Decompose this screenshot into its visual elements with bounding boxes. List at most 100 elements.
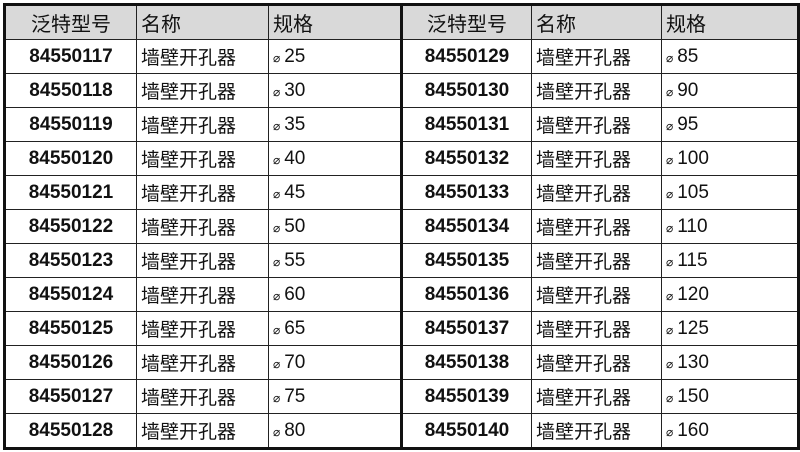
product-name: 墙壁开孔器: [531, 379, 662, 414]
diameter-icon: ⌀: [666, 50, 674, 65]
size-value: 120: [677, 283, 709, 305]
product-size: ⌀ 90: [661, 73, 799, 108]
product-name: 墙壁开孔器: [531, 277, 662, 312]
diameter-icon: ⌀: [666, 254, 674, 269]
table-row: 84550127 墙壁开孔器 ⌀ 75 84550139 墙壁开孔器 ⌀ 150: [4, 379, 799, 414]
diameter-icon: ⌀: [273, 220, 281, 235]
product-size: ⌀ 85: [661, 39, 799, 74]
product-name: 墙壁开孔器: [136, 73, 269, 108]
product-code: 84550126: [4, 345, 137, 380]
product-name: 墙壁开孔器: [136, 277, 269, 312]
table-row: 84550117 墙壁开孔器 ⌀ 25 84550129 墙壁开孔器 ⌀ 85: [4, 39, 799, 74]
product-size: ⌀ 45: [268, 175, 403, 210]
product-code: 84550119: [4, 107, 137, 142]
size-value: 70: [284, 351, 306, 373]
diameter-icon: ⌀: [273, 356, 281, 371]
table-row: 84550122 墙壁开孔器 ⌀ 50 84550134 墙壁开孔器 ⌀ 110: [4, 209, 799, 244]
header-size: 规格: [268, 4, 403, 40]
product-size: ⌀ 40: [268, 141, 403, 176]
product-code: 84550139: [401, 379, 532, 414]
product-code: 84550138: [401, 345, 532, 380]
size-value: 80: [284, 419, 306, 441]
product-code: 84550132: [401, 141, 532, 176]
size-value: 115: [677, 249, 708, 271]
diameter-icon: ⌀: [666, 186, 674, 201]
product-code: 84550125: [4, 311, 137, 346]
header-name: 名称: [531, 4, 662, 40]
product-size: ⌀ 25: [268, 39, 403, 74]
diameter-icon: ⌀: [273, 322, 281, 337]
size-value: 60: [284, 283, 306, 305]
size-value: 150: [677, 385, 709, 407]
product-name: 墙壁开孔器: [136, 141, 269, 176]
product-name: 墙壁开孔器: [136, 311, 269, 346]
table-row: 84550119 墙壁开孔器 ⌀ 35 84550131 墙壁开孔器 ⌀ 95: [4, 107, 799, 142]
product-size: ⌀ 150: [661, 379, 799, 414]
table-row: 84550124 墙壁开孔器 ⌀ 60 84550136 墙壁开孔器 ⌀ 120: [4, 277, 799, 312]
size-value: 160: [677, 419, 709, 441]
product-size: ⌀ 50: [268, 209, 403, 244]
product-name: 墙壁开孔器: [531, 39, 662, 74]
size-value: 35: [284, 113, 306, 135]
product-size: ⌀ 35: [268, 107, 403, 142]
header-code: 泛特型号: [401, 4, 532, 40]
size-value: 100: [677, 147, 709, 169]
product-size: ⌀ 100: [661, 141, 799, 176]
product-size: ⌀ 160: [661, 413, 799, 449]
diameter-icon: ⌀: [273, 390, 281, 405]
product-name: 墙壁开孔器: [136, 413, 269, 449]
diameter-icon: ⌀: [666, 152, 674, 167]
product-name: 墙壁开孔器: [136, 107, 269, 142]
product-code: 84550117: [4, 39, 137, 74]
diameter-icon: ⌀: [273, 152, 281, 167]
product-size: ⌀ 115: [661, 243, 799, 278]
product-size: ⌀ 130: [661, 345, 799, 380]
header-size: 规格: [661, 4, 799, 40]
diameter-icon: ⌀: [666, 84, 674, 99]
diameter-icon: ⌀: [273, 50, 281, 65]
size-value: 65: [284, 317, 306, 339]
table-row: 84550126 墙壁开孔器 ⌀ 70 84550138 墙壁开孔器 ⌀ 130: [4, 345, 799, 380]
table-row: 84550128 墙壁开孔器 ⌀ 80 84550140 墙壁开孔器 ⌀ 160: [4, 413, 799, 449]
diameter-icon: ⌀: [666, 118, 674, 133]
product-code: 84550130: [401, 73, 532, 108]
product-name: 墙壁开孔器: [136, 209, 269, 244]
size-value: 110: [677, 215, 708, 237]
size-value: 105: [677, 181, 709, 203]
product-code: 84550140: [401, 413, 532, 449]
size-value: 95: [677, 113, 699, 135]
header-row: 泛特型号 名称 规格 泛特型号 名称 规格: [4, 4, 799, 40]
product-spec-table: 泛特型号 名称 规格 泛特型号 名称 规格 84550117 墙壁开孔器 ⌀ 25 84…: [3, 3, 800, 450]
product-code: 84550137: [401, 311, 532, 346]
size-value: 45: [284, 181, 306, 203]
product-code: 84550124: [4, 277, 137, 312]
product-code: 84550121: [4, 175, 137, 210]
size-value: 50: [284, 215, 306, 237]
product-name: 墙壁开孔器: [531, 73, 662, 108]
product-size: ⌀ 80: [268, 413, 403, 449]
diameter-icon: ⌀: [273, 288, 281, 303]
product-name: 墙壁开孔器: [136, 175, 269, 210]
product-name: 墙壁开孔器: [136, 39, 269, 74]
size-value: 75: [284, 385, 306, 407]
size-value: 30: [284, 79, 306, 101]
product-size: ⌀ 125: [661, 311, 799, 346]
diameter-icon: ⌀: [666, 322, 674, 337]
size-value: 25: [284, 45, 306, 67]
table-row: 84550125 墙壁开孔器 ⌀ 65 84550137 墙壁开孔器 ⌀ 125: [4, 311, 799, 346]
product-size: ⌀ 95: [661, 107, 799, 142]
product-size: ⌀ 70: [268, 345, 403, 380]
product-name: 墙壁开孔器: [531, 209, 662, 244]
size-value: 85: [677, 45, 699, 67]
diameter-icon: ⌀: [666, 220, 674, 235]
product-size: ⌀ 55: [268, 243, 403, 278]
diameter-icon: ⌀: [666, 390, 674, 405]
product-size: ⌀ 65: [268, 311, 403, 346]
table-row: 84550121 墙壁开孔器 ⌀ 45 84550133 墙壁开孔器 ⌀ 105: [4, 175, 799, 210]
table-row: 84550123 墙壁开孔器 ⌀ 55 84550135 墙壁开孔器 ⌀ 115: [4, 243, 799, 278]
product-code: 84550127: [4, 379, 137, 414]
product-name: 墙壁开孔器: [531, 175, 662, 210]
product-code: 84550123: [4, 243, 137, 278]
product-code: 84550131: [401, 107, 532, 142]
header-name: 名称: [136, 4, 269, 40]
